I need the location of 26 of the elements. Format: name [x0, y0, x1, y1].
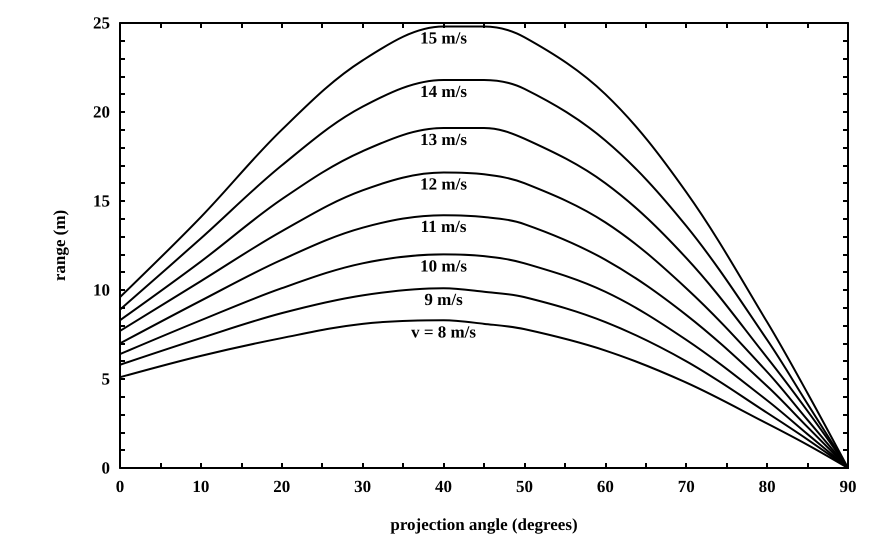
y-tick-label: 20 — [93, 102, 110, 122]
y-tick-label: 5 — [102, 370, 110, 388]
legend-label: 15 m/s — [420, 28, 468, 48]
series-label: 14 m/s — [420, 82, 468, 101]
x-tick-label: 90 — [840, 477, 856, 496]
x-tick-label: 70 — [678, 477, 695, 496]
x-tick-label: 10 — [192, 477, 210, 496]
y-axis-title: range (m) — [50, 210, 69, 282]
y-tick-label: 10 — [93, 280, 110, 300]
series-label: 9 m/s — [424, 290, 464, 310]
series-label: 10 m/s — [420, 256, 468, 276]
x-tick-label: 40 — [435, 477, 452, 496]
series-label: 12 m/s — [420, 174, 468, 194]
series-label: 11 m/s — [420, 217, 467, 236]
x-tick-label: 80 — [758, 477, 776, 496]
x-tick-label: 20 — [273, 477, 290, 496]
x-tick-label: 30 — [354, 477, 372, 496]
series-label: v = 8 m/s — [411, 322, 476, 342]
x-tick-label: 50 — [516, 477, 533, 496]
series-label: 13 m/s — [420, 130, 468, 150]
y-tick-label: 25 — [93, 14, 110, 32]
x-tick-label: 60 — [596, 477, 614, 496]
x-axis-title: projection angle (degrees) — [390, 515, 578, 534]
y-tick-label: 0 — [102, 458, 110, 478]
y-tick-label: 15 — [93, 192, 110, 210]
x-tick-label: 0 — [116, 477, 124, 496]
